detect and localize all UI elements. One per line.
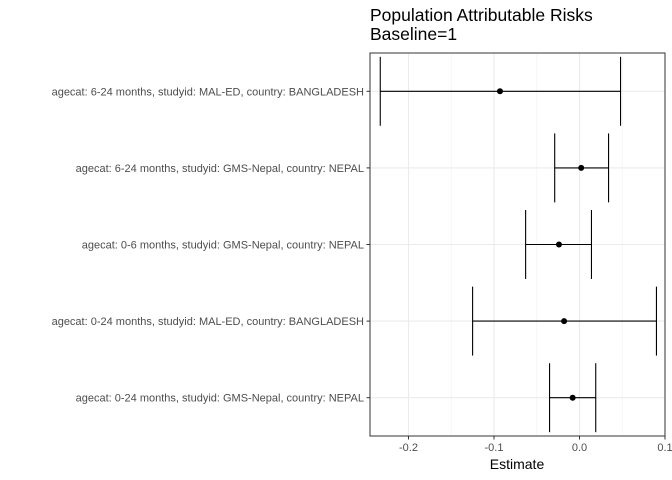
x-tick-label: 0.0 — [572, 442, 587, 454]
estimate-point — [569, 394, 576, 401]
category-label: agecat: 6-24 months, studyid: MAL-ED, co… — [52, 86, 364, 98]
x-axis: -0.2 -0.1 0.0 0.1 — [399, 436, 672, 454]
y-axis: agecat: 6-24 months, studyid: MAL-ED, co… — [52, 86, 370, 405]
x-tick-label: -0.2 — [399, 442, 418, 454]
x-tick-label: -0.1 — [485, 442, 504, 454]
point-layer — [496, 88, 585, 401]
x-axis-title: Estimate — [490, 456, 545, 472]
estimate-point — [561, 318, 568, 325]
chart-title: Population Attributable Risks — [370, 5, 593, 25]
category-label: agecat: 0-24 months, studyid: GMS-Nepal,… — [76, 393, 364, 405]
category-label: agecat: 0-6 months, studyid: GMS-Nepal, … — [82, 240, 364, 252]
category-label: agecat: 0-24 months, studyid: MAL-ED, co… — [52, 316, 364, 328]
estimate-point — [496, 88, 503, 95]
estimate-point — [578, 164, 585, 171]
x-tick-label: 0.1 — [657, 442, 672, 454]
estimate-point — [555, 241, 562, 248]
chart-subtitle: Baseline=1 — [370, 24, 457, 44]
category-label: agecat: 6-24 months, studyid: GMS-Nepal,… — [76, 163, 364, 175]
